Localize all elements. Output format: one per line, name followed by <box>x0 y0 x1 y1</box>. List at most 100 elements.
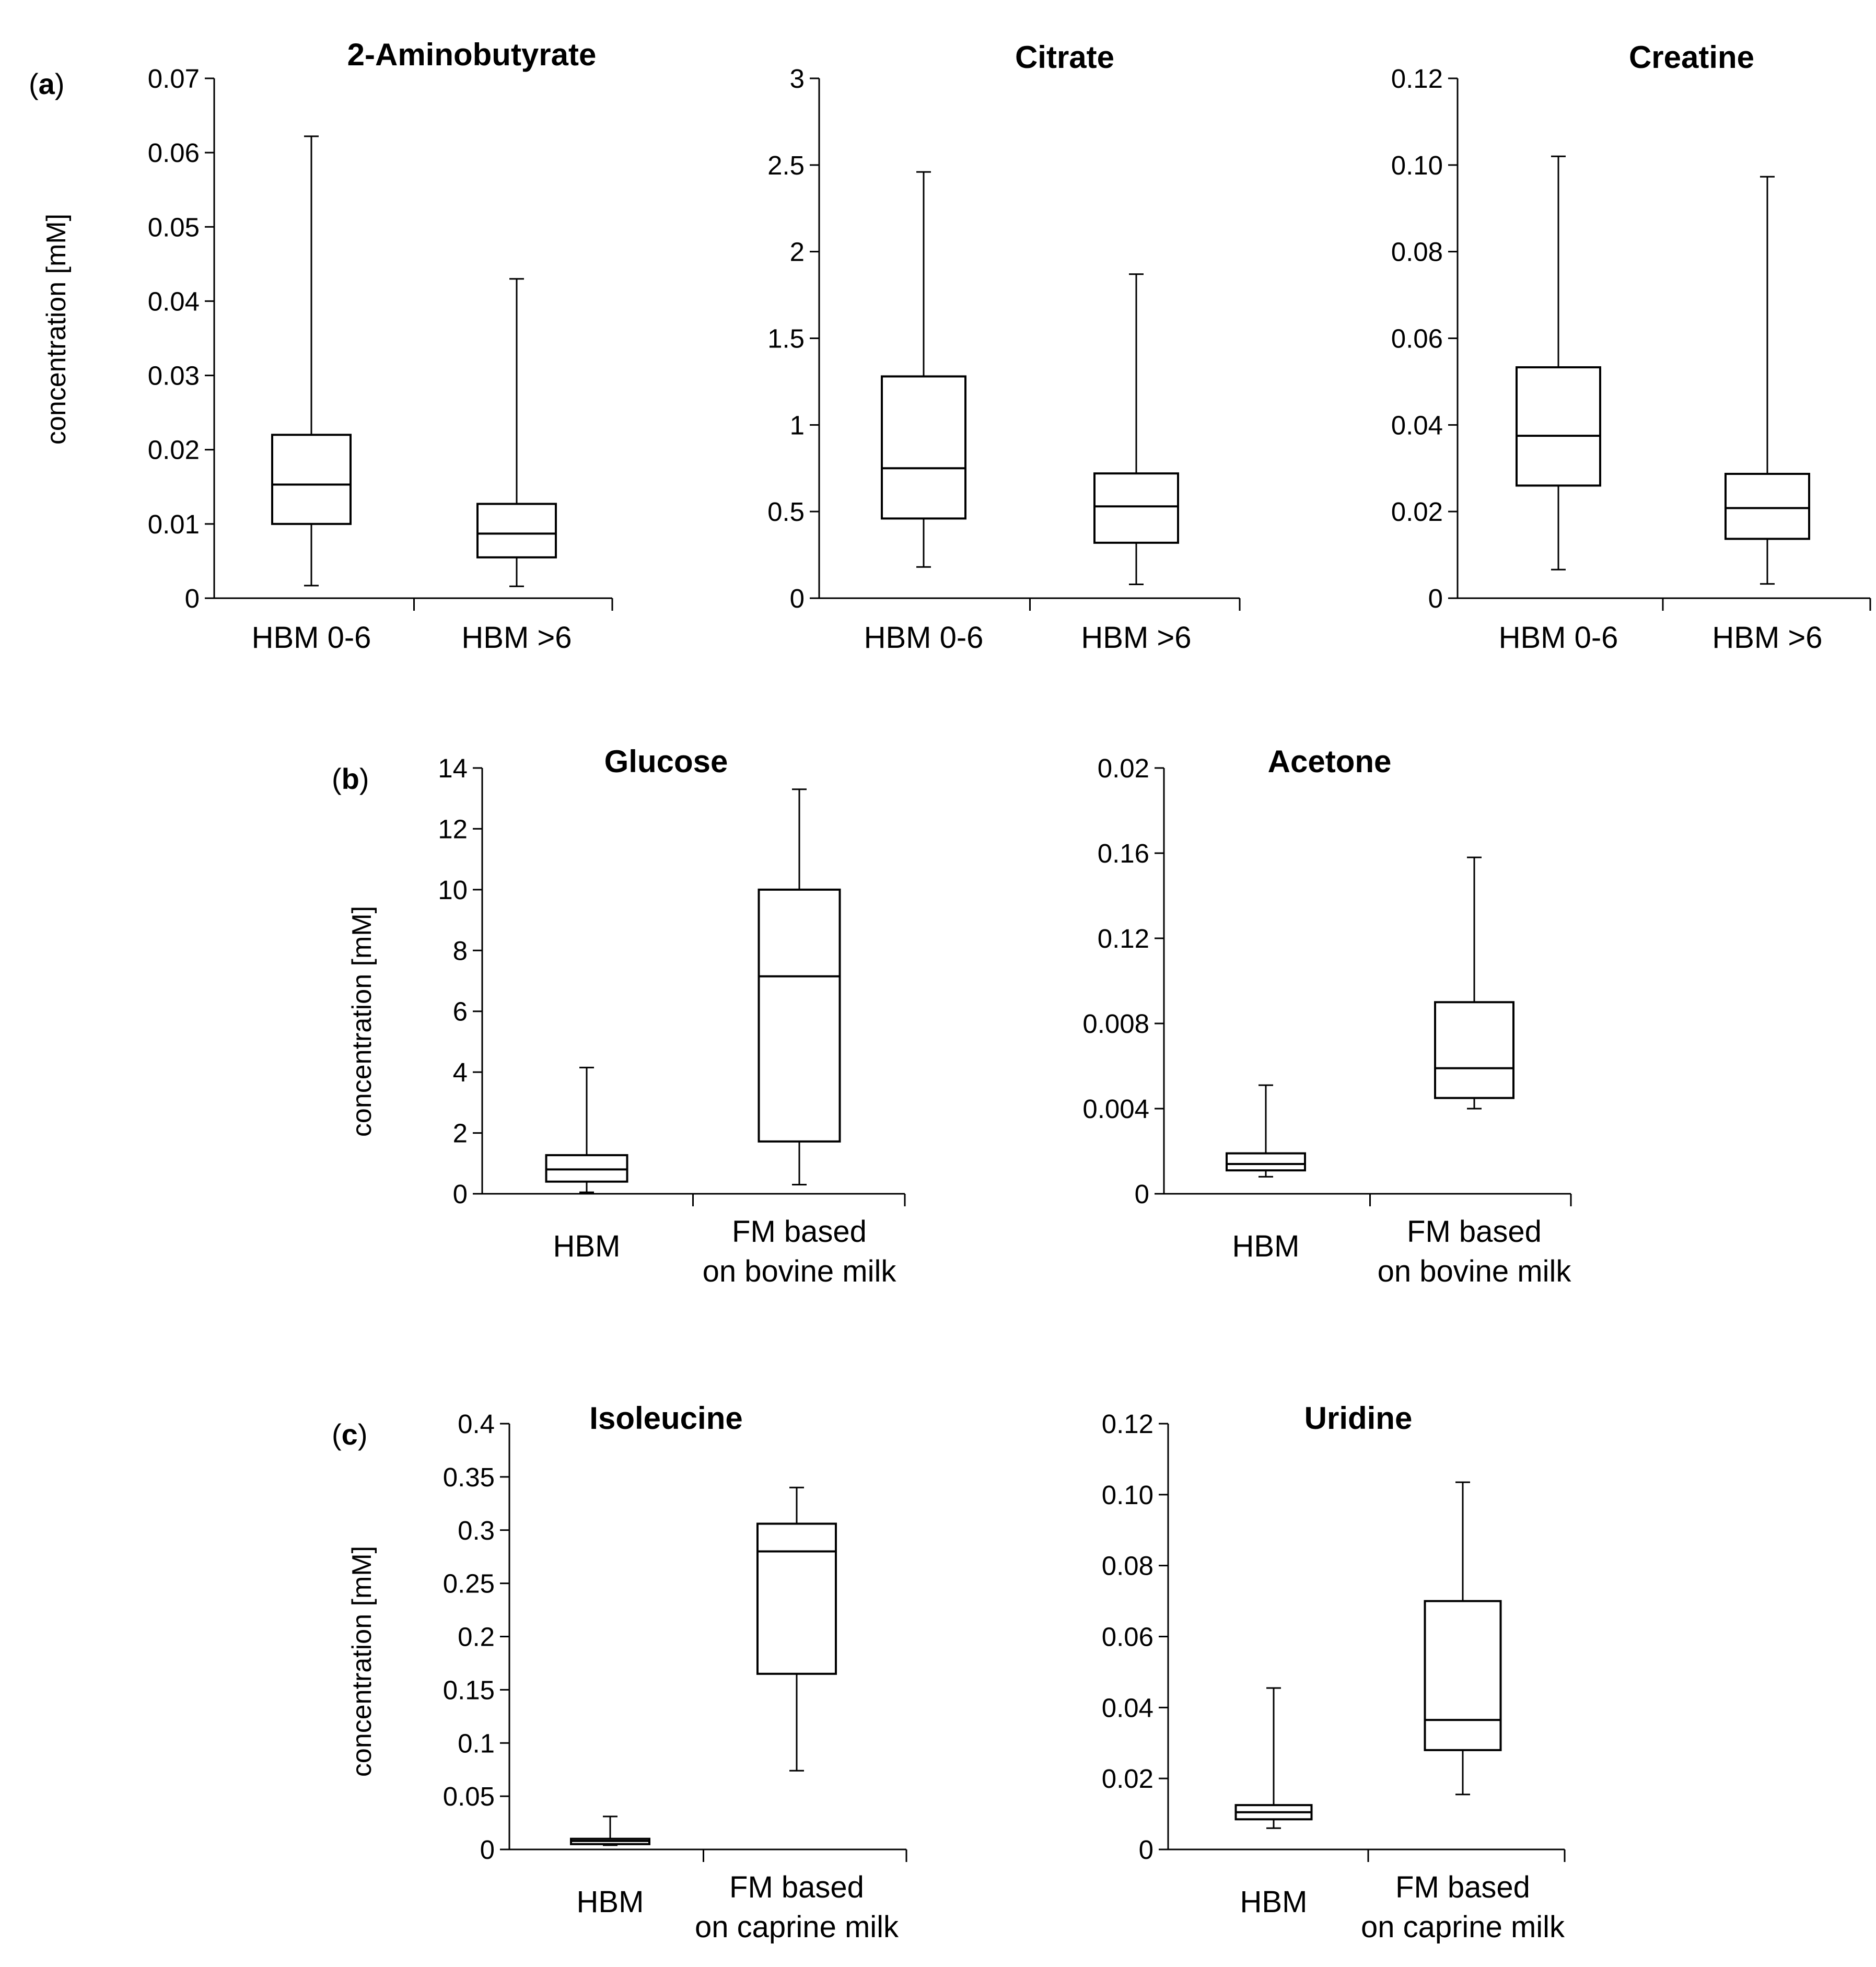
panel-label-c: (c) <box>332 1418 367 1451</box>
y-tick-label: 3 <box>790 64 805 94</box>
y-tick-label: 0.5 <box>767 497 805 527</box>
x-category-label: on bovine milk <box>703 1254 897 1288</box>
y-tick-label: 10 <box>438 875 468 905</box>
y-axis-label: concentration [mM] <box>347 906 377 1137</box>
y-tick-label: 0.02 <box>1098 753 1149 783</box>
iqr-box <box>1093 472 1179 544</box>
x-category-label: HBM 0-6 <box>1499 621 1618 655</box>
iqr-box <box>1724 473 1810 540</box>
x-category-label: on bovine milk <box>1378 1254 1572 1288</box>
x-category-label: HBM >6 <box>461 621 572 655</box>
y-tick-label: 0.35 <box>443 1462 495 1492</box>
panel-label-a: (a) <box>29 67 64 100</box>
x-category-label: FM based <box>1407 1215 1542 1249</box>
iqr-box <box>758 888 841 1143</box>
y-tick-label: 0.25 <box>443 1569 495 1599</box>
charts-layer: 2-Aminobutyrate 0 0.01 0.02 0.03 0.04 0.05 0.06… <box>41 37 1871 1944</box>
y-tick-label: 0.03 <box>148 361 200 391</box>
y-tick-label: 0 <box>185 584 200 613</box>
box-2 <box>1424 1481 1502 1796</box>
y-tick-label: 0.08 <box>1391 237 1443 267</box>
y-tick-label: 0.02 <box>1102 1764 1153 1794</box>
x-category-label: FM based <box>732 1215 867 1249</box>
y-tick-label: 2 <box>790 237 805 267</box>
x-category-label: HBM <box>1232 1229 1300 1263</box>
iqr-box <box>545 1154 628 1183</box>
x-category-label: HBM >6 <box>1712 621 1822 655</box>
y-tick-label: 0.06 <box>1102 1622 1153 1652</box>
y-tick-label: 0.05 <box>148 212 200 242</box>
y-tick-label: 0.12 <box>1102 1409 1153 1439</box>
y-tick-label: 0.05 <box>443 1782 495 1811</box>
y-tick-label: 0.12 <box>1098 924 1149 953</box>
y-tick-label: 14 <box>438 753 468 783</box>
y-tick-label: 1 <box>790 410 805 440</box>
iqr-box <box>1434 1001 1514 1099</box>
iqr-box <box>1424 1600 1502 1751</box>
y-tick-label: 0.1 <box>458 1728 495 1758</box>
iqr-box <box>1226 1152 1306 1172</box>
y-tick-label: 0.004 <box>1082 1094 1149 1124</box>
y-tick-label: 0.06 <box>1391 324 1443 354</box>
y-tick-label: 0.04 <box>148 286 200 316</box>
y-tick-label: 0.4 <box>458 1409 495 1439</box>
y-tick-label: 0.2 <box>458 1622 495 1652</box>
x-category-label: FM based <box>1395 1870 1530 1904</box>
y-tick-label: 0.07 <box>148 64 200 94</box>
x-category-label: HBM >6 <box>1081 621 1191 655</box>
y-tick-label: 0 <box>480 1835 495 1865</box>
y-tick-label: 0.10 <box>1102 1480 1153 1510</box>
x-category-label: HBM 0-6 <box>864 621 984 655</box>
y-tick-label: 8 <box>453 936 468 965</box>
box-1 <box>881 171 966 568</box>
y-tick-label: 6 <box>453 997 468 1027</box>
chart-citrate: Citrate 0 0.5 1 1.5 2 2.5 3 HBM 0-6 HBM >6 <box>767 40 1241 655</box>
y-tick-label: 4 <box>453 1057 468 1087</box>
box-2 <box>1434 856 1514 1110</box>
y-tick-label: 0.04 <box>1391 410 1443 440</box>
x-category-label: on caprine milk <box>1361 1910 1565 1944</box>
x-category-label: on caprine milk <box>695 1910 899 1944</box>
y-tick-label: 0.02 <box>1391 497 1443 527</box>
chart-isoleucine: Isoleucine 0 0.05 0.1 0.15 0.2 0.25 0.3 0.35 0.4 H… <box>347 1401 907 1944</box>
box-2 <box>1093 273 1179 585</box>
y-tick-label: 0.16 <box>1098 839 1149 868</box>
y-tick-label: 0.15 <box>443 1675 495 1705</box>
y-tick-label: 0 <box>1135 1179 1149 1209</box>
box-1 <box>1516 155 1601 571</box>
x-category-label: HBM <box>553 1229 621 1263</box>
chart-title: Uridine <box>1304 1401 1413 1436</box>
y-tick-label: 0.02 <box>148 435 200 465</box>
y-tick-label: 0.04 <box>1102 1693 1153 1722</box>
chart-uridine: Uridine 0 0.02 0.04 0.06 0.08 0.10 0.12 HBM FM ba… <box>1102 1401 1566 1944</box>
y-tick-label: 12 <box>438 814 468 844</box>
iqr-box <box>476 503 557 558</box>
y-tick-label: 0.08 <box>1102 1551 1153 1581</box>
y-tick-label: 2.5 <box>767 150 805 180</box>
chart-acetone: Acetone 0 0.004 0.008 0.12 0.16 0.02 HBM FM base… <box>1082 744 1572 1288</box>
iqr-box <box>271 434 352 525</box>
x-category-label: FM based <box>729 1870 864 1904</box>
chart-title: Acetone <box>1268 744 1392 779</box>
iqr-box <box>756 1522 837 1675</box>
y-tick-label: 0.008 <box>1082 1009 1149 1039</box>
box-2 <box>476 278 557 587</box>
y-tick-label: 0.12 <box>1391 64 1443 94</box>
y-tick-label: 0.06 <box>148 138 200 168</box>
chart-title: Glucose <box>604 744 728 779</box>
x-category-label: HBM <box>1240 1885 1308 1919</box>
y-tick-label: 0.10 <box>1391 150 1443 180</box>
chart-title: Citrate <box>1015 40 1114 75</box>
chart-title: Isoleucine <box>589 1401 742 1436</box>
iqr-box <box>1516 366 1601 487</box>
x-category-label: HBM <box>577 1885 644 1919</box>
box-1 <box>271 135 352 587</box>
box-2 <box>758 788 841 1186</box>
y-tick-label: 0 <box>790 584 805 613</box>
y-tick-label: 0.01 <box>148 509 200 539</box>
panel-label-b: (b) <box>332 762 369 795</box>
y-tick-label: 2 <box>453 1119 468 1148</box>
box-2 <box>756 1486 837 1772</box>
box-1 <box>545 1066 628 1193</box>
